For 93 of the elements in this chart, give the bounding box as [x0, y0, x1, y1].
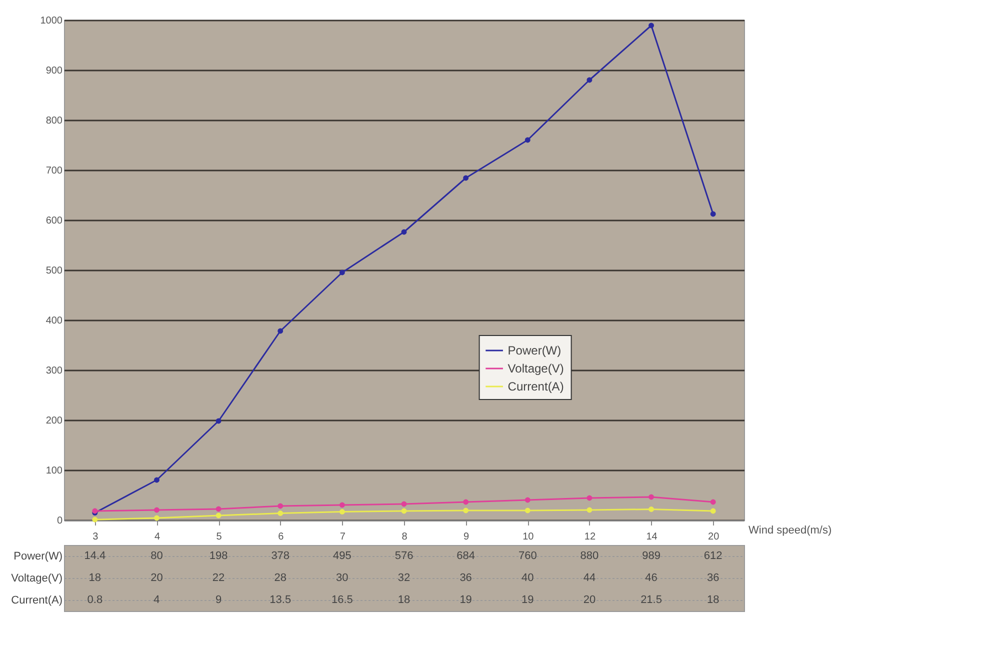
data-label: 18 — [706, 594, 720, 606]
data-label: 32 — [398, 572, 410, 584]
y-tick-label: 700 — [46, 166, 63, 176]
point — [463, 175, 469, 181]
data-label: 20 — [150, 572, 163, 584]
y-tick-label: 100 — [46, 466, 63, 476]
point — [586, 495, 592, 501]
x-tick-label: 8 — [402, 532, 408, 542]
data-label: 684 — [456, 550, 475, 562]
data-label: 18 — [88, 572, 102, 584]
y-tick-label: 600 — [46, 216, 63, 226]
data-label: 378 — [271, 550, 290, 562]
point — [524, 508, 530, 514]
x-tick-label: 14 — [646, 532, 658, 542]
data-label: 36 — [460, 572, 472, 584]
y-tick-label: 1000 — [40, 16, 63, 26]
point — [154, 477, 160, 483]
point — [648, 506, 654, 512]
x-tick-label: 3 — [92, 532, 99, 542]
y-tick-label: 900 — [46, 66, 63, 76]
x-tick-label: 12 — [584, 532, 596, 542]
data-label: 28 — [274, 572, 286, 584]
point — [339, 509, 345, 514]
data-label: 30 — [336, 572, 348, 584]
point — [648, 494, 654, 500]
x-tick-label: 6 — [278, 532, 284, 542]
data-label: 576 — [394, 550, 414, 562]
data-label: 22 — [212, 572, 225, 584]
point — [401, 229, 407, 235]
point — [710, 508, 716, 514]
data-label: 19 — [460, 594, 472, 606]
y-tick-label: 500 — [46, 266, 63, 276]
point — [710, 211, 716, 217]
data-label: 198 — [209, 550, 228, 562]
point — [216, 512, 222, 518]
data-label: 21.5 — [640, 594, 662, 606]
data-label: 612 — [704, 550, 722, 562]
x-tick-label: 4 — [154, 532, 160, 542]
y-tick-label: 300 — [46, 366, 63, 376]
point — [586, 77, 592, 83]
point — [648, 22, 654, 28]
data-label: 13.5 — [270, 594, 292, 606]
data-label: 80 — [150, 550, 163, 562]
y-tick-label: 0 — [56, 516, 63, 526]
data-label: 20 — [583, 594, 596, 606]
data-label: 989 — [642, 550, 660, 562]
data-label: 18 — [398, 594, 410, 606]
data-label: 14.4 — [84, 550, 106, 562]
data-label: 760 — [518, 550, 537, 562]
point — [463, 508, 469, 514]
point — [278, 510, 284, 516]
point — [524, 497, 530, 503]
data-label: 495 — [333, 550, 352, 562]
data-label: 19 — [522, 594, 534, 606]
x-tick-label: 5 — [216, 532, 222, 542]
point — [154, 507, 160, 513]
point — [278, 503, 284, 509]
point — [278, 328, 284, 334]
point — [216, 418, 222, 424]
data-label: 44 — [583, 572, 596, 584]
legend-label: Voltage(V) — [508, 362, 564, 376]
data-label: 4 — [154, 594, 160, 606]
legend-label: Power(W) — [508, 344, 562, 358]
x-tick-label: 9 — [464, 532, 470, 542]
text: Current(A) — [11, 594, 62, 606]
data-label: 40 — [522, 572, 534, 584]
point — [339, 270, 345, 276]
data-label: 9 — [215, 594, 222, 606]
data-label: 0.8 — [87, 594, 103, 606]
y-tick-label: 800 — [46, 116, 63, 126]
point — [524, 137, 530, 143]
x-tick-label: 10 — [522, 532, 534, 542]
data-label: 46 — [645, 572, 658, 584]
point — [216, 506, 222, 512]
point — [92, 516, 98, 522]
y-tick-label: 400 — [46, 316, 63, 326]
data-label: 880 — [580, 550, 599, 562]
data-label: 16.5 — [331, 594, 353, 606]
x-axis-title: Wind speed(m/s) — [748, 524, 832, 536]
y-tick-label: 200 — [46, 416, 63, 426]
point — [401, 501, 407, 507]
point — [586, 507, 592, 513]
data-label: 36 — [706, 572, 720, 584]
x-tick-label: 7 — [340, 532, 346, 542]
point — [401, 508, 407, 514]
point — [339, 502, 345, 508]
text: Voltage(V) — [11, 572, 62, 584]
point — [710, 499, 716, 505]
x-tick-label: 20 — [708, 532, 720, 542]
point — [154, 515, 160, 521]
text: Power(W) — [14, 550, 62, 562]
legend-label: Current(A) — [508, 380, 564, 394]
point — [463, 499, 469, 505]
